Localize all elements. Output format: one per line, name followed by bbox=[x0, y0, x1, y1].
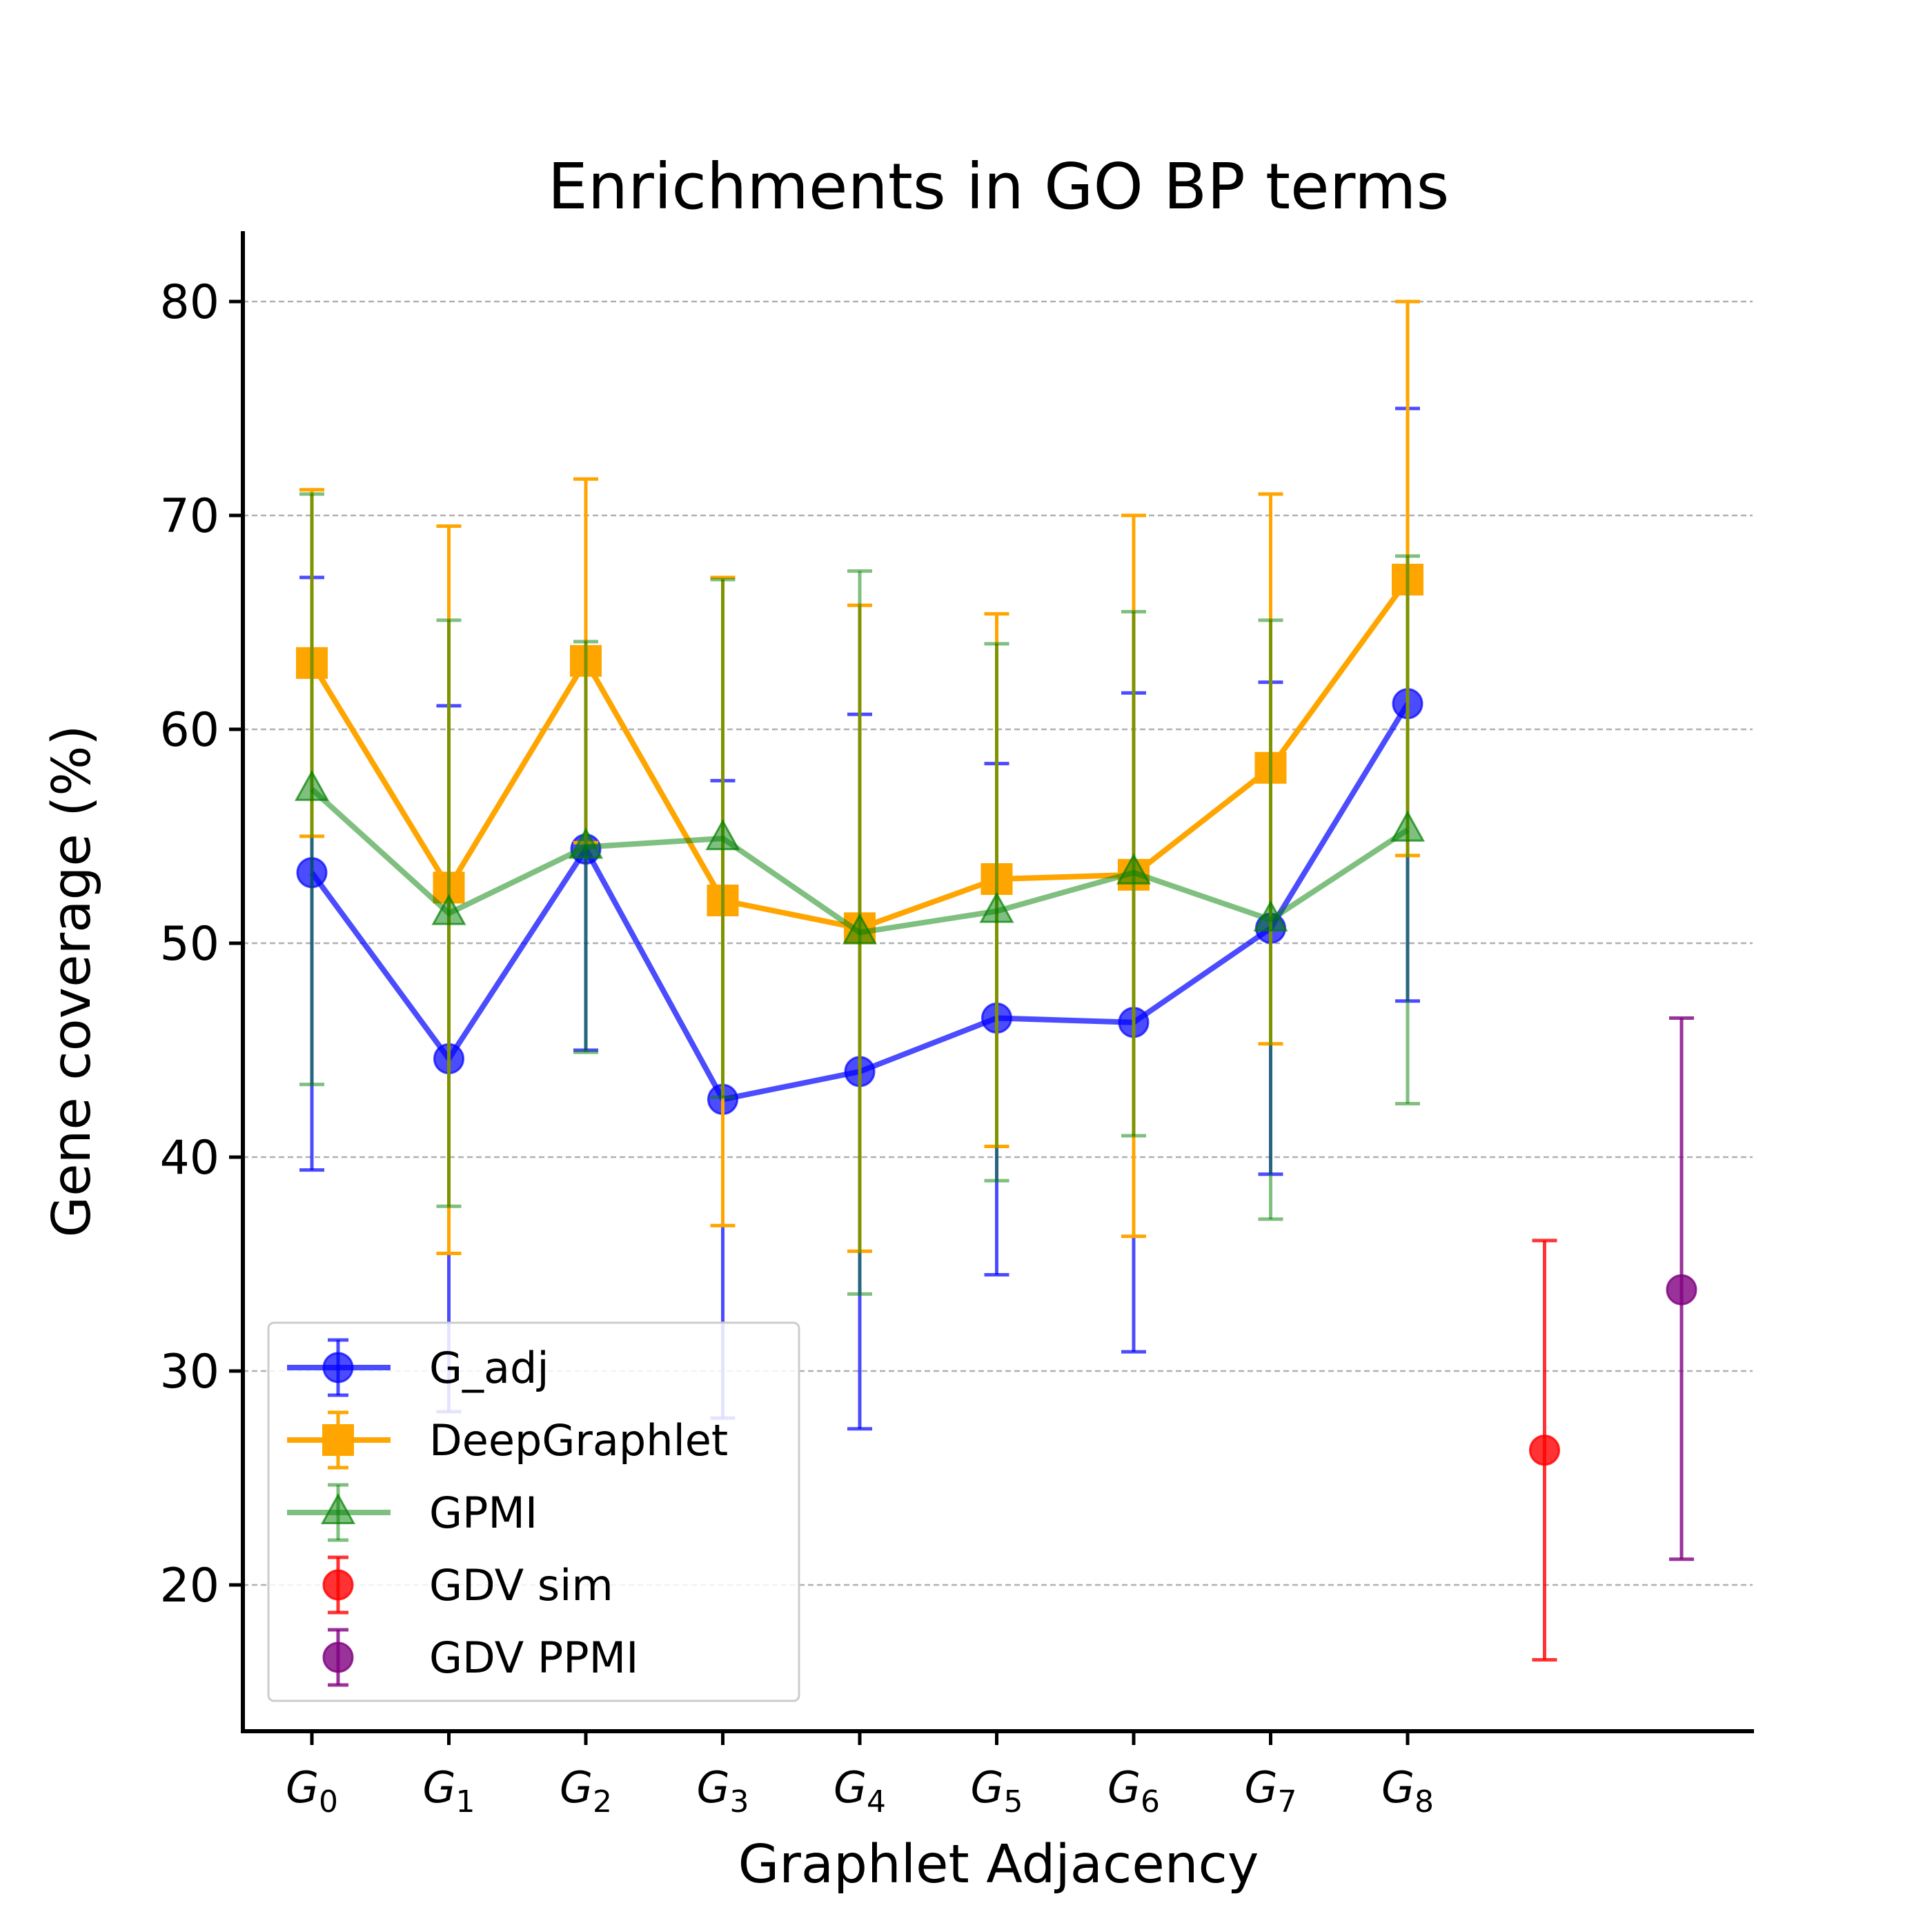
x-tick-label-5: G5 bbox=[970, 1762, 1023, 1820]
x-tick-label-2: G2 bbox=[560, 1762, 612, 1820]
x-tick-label-6: G6 bbox=[1107, 1762, 1160, 1820]
data-point-gdv-sim-0 bbox=[1529, 1435, 1560, 1466]
x-tick-label-8: G8 bbox=[1381, 1762, 1434, 1820]
y-axis-label: Gene coverage (%) bbox=[41, 725, 103, 1238]
x-tick-label-7: G7 bbox=[1244, 1762, 1297, 1820]
legend-entry-gpmi: GPMI bbox=[287, 1483, 538, 1542]
data-point-gpmi-5 bbox=[979, 891, 1014, 923]
legend-label-gpmi: GPMI bbox=[429, 1488, 538, 1538]
legend-entry-g-adj: G_adj bbox=[287, 1338, 549, 1397]
legend-marker-gpmi bbox=[320, 1492, 356, 1524]
data-point-gpmi-3 bbox=[705, 819, 740, 851]
data-point-gpmi-8 bbox=[1390, 810, 1426, 842]
data-point-gpmi-7 bbox=[1253, 900, 1288, 931]
legend-marker-gdv-sim bbox=[322, 1569, 354, 1601]
y-tick-label-40: 40 bbox=[159, 1131, 219, 1185]
x-tick-label-4: G4 bbox=[834, 1762, 886, 1820]
data-point-gdv-ppmi-0 bbox=[1666, 1274, 1697, 1305]
legend-entry-deepgraphlet: DeepGraphlet bbox=[287, 1410, 728, 1470]
x-axis-label: Graphlet Adjacency bbox=[738, 1834, 1259, 1895]
legend-entry-gdv-ppmi: GDV PPMI bbox=[322, 1628, 638, 1687]
series-gpmi bbox=[294, 492, 1426, 1296]
legend-label-g-adj: G_adj bbox=[429, 1343, 549, 1393]
series-layer bbox=[294, 299, 1697, 1662]
legend-marker-gdv-ppmi bbox=[322, 1642, 354, 1673]
legend-label-gdv-ppmi: GDV PPMI bbox=[429, 1633, 638, 1683]
y-tick-label-30: 30 bbox=[159, 1345, 219, 1399]
x-tick-label-3: G3 bbox=[696, 1762, 749, 1820]
data-point-gpmi-2 bbox=[568, 827, 604, 859]
x-tick-label-1: G1 bbox=[422, 1762, 475, 1820]
series-gdv-ppmi bbox=[1666, 1016, 1697, 1561]
legend-entry-gdv-sim: GDV sim bbox=[322, 1555, 613, 1615]
y-tick-label-20: 20 bbox=[159, 1559, 219, 1613]
y-tick-label-50: 50 bbox=[159, 917, 219, 972]
legend-label-deepgraphlet: DeepGraphlet bbox=[429, 1415, 728, 1466]
legend-marker-deepgraphlet bbox=[322, 1424, 354, 1456]
y-tick-label-70: 70 bbox=[159, 489, 219, 544]
data-point-gpmi-6 bbox=[1116, 853, 1152, 885]
y-tick-label-60: 60 bbox=[159, 703, 219, 758]
legend-label-gdv-sim: GDV sim bbox=[429, 1560, 613, 1610]
data-point-gpmi-4 bbox=[842, 913, 878, 945]
legend-frame bbox=[267, 1321, 800, 1702]
legend-marker-g-adj bbox=[322, 1352, 354, 1383]
legend: G_adj DeepGraphlet GPMI GDV sim GDV PPMI bbox=[267, 1321, 800, 1702]
series-gdv-sim bbox=[1529, 1239, 1560, 1662]
x-tick-label-0: G0 bbox=[286, 1762, 338, 1820]
chart-title: Enrichments in GO BP terms bbox=[548, 150, 1450, 224]
ticks: 20 30 40 50 60 70 80 G0 G1 G2 G3 G4 G5 G6 G7 G8 bbox=[159, 275, 1434, 1820]
data-point-gpmi-0 bbox=[294, 769, 330, 801]
data-point-gpmi-1 bbox=[431, 894, 466, 925]
y-tick-label-80: 80 bbox=[159, 275, 219, 330]
